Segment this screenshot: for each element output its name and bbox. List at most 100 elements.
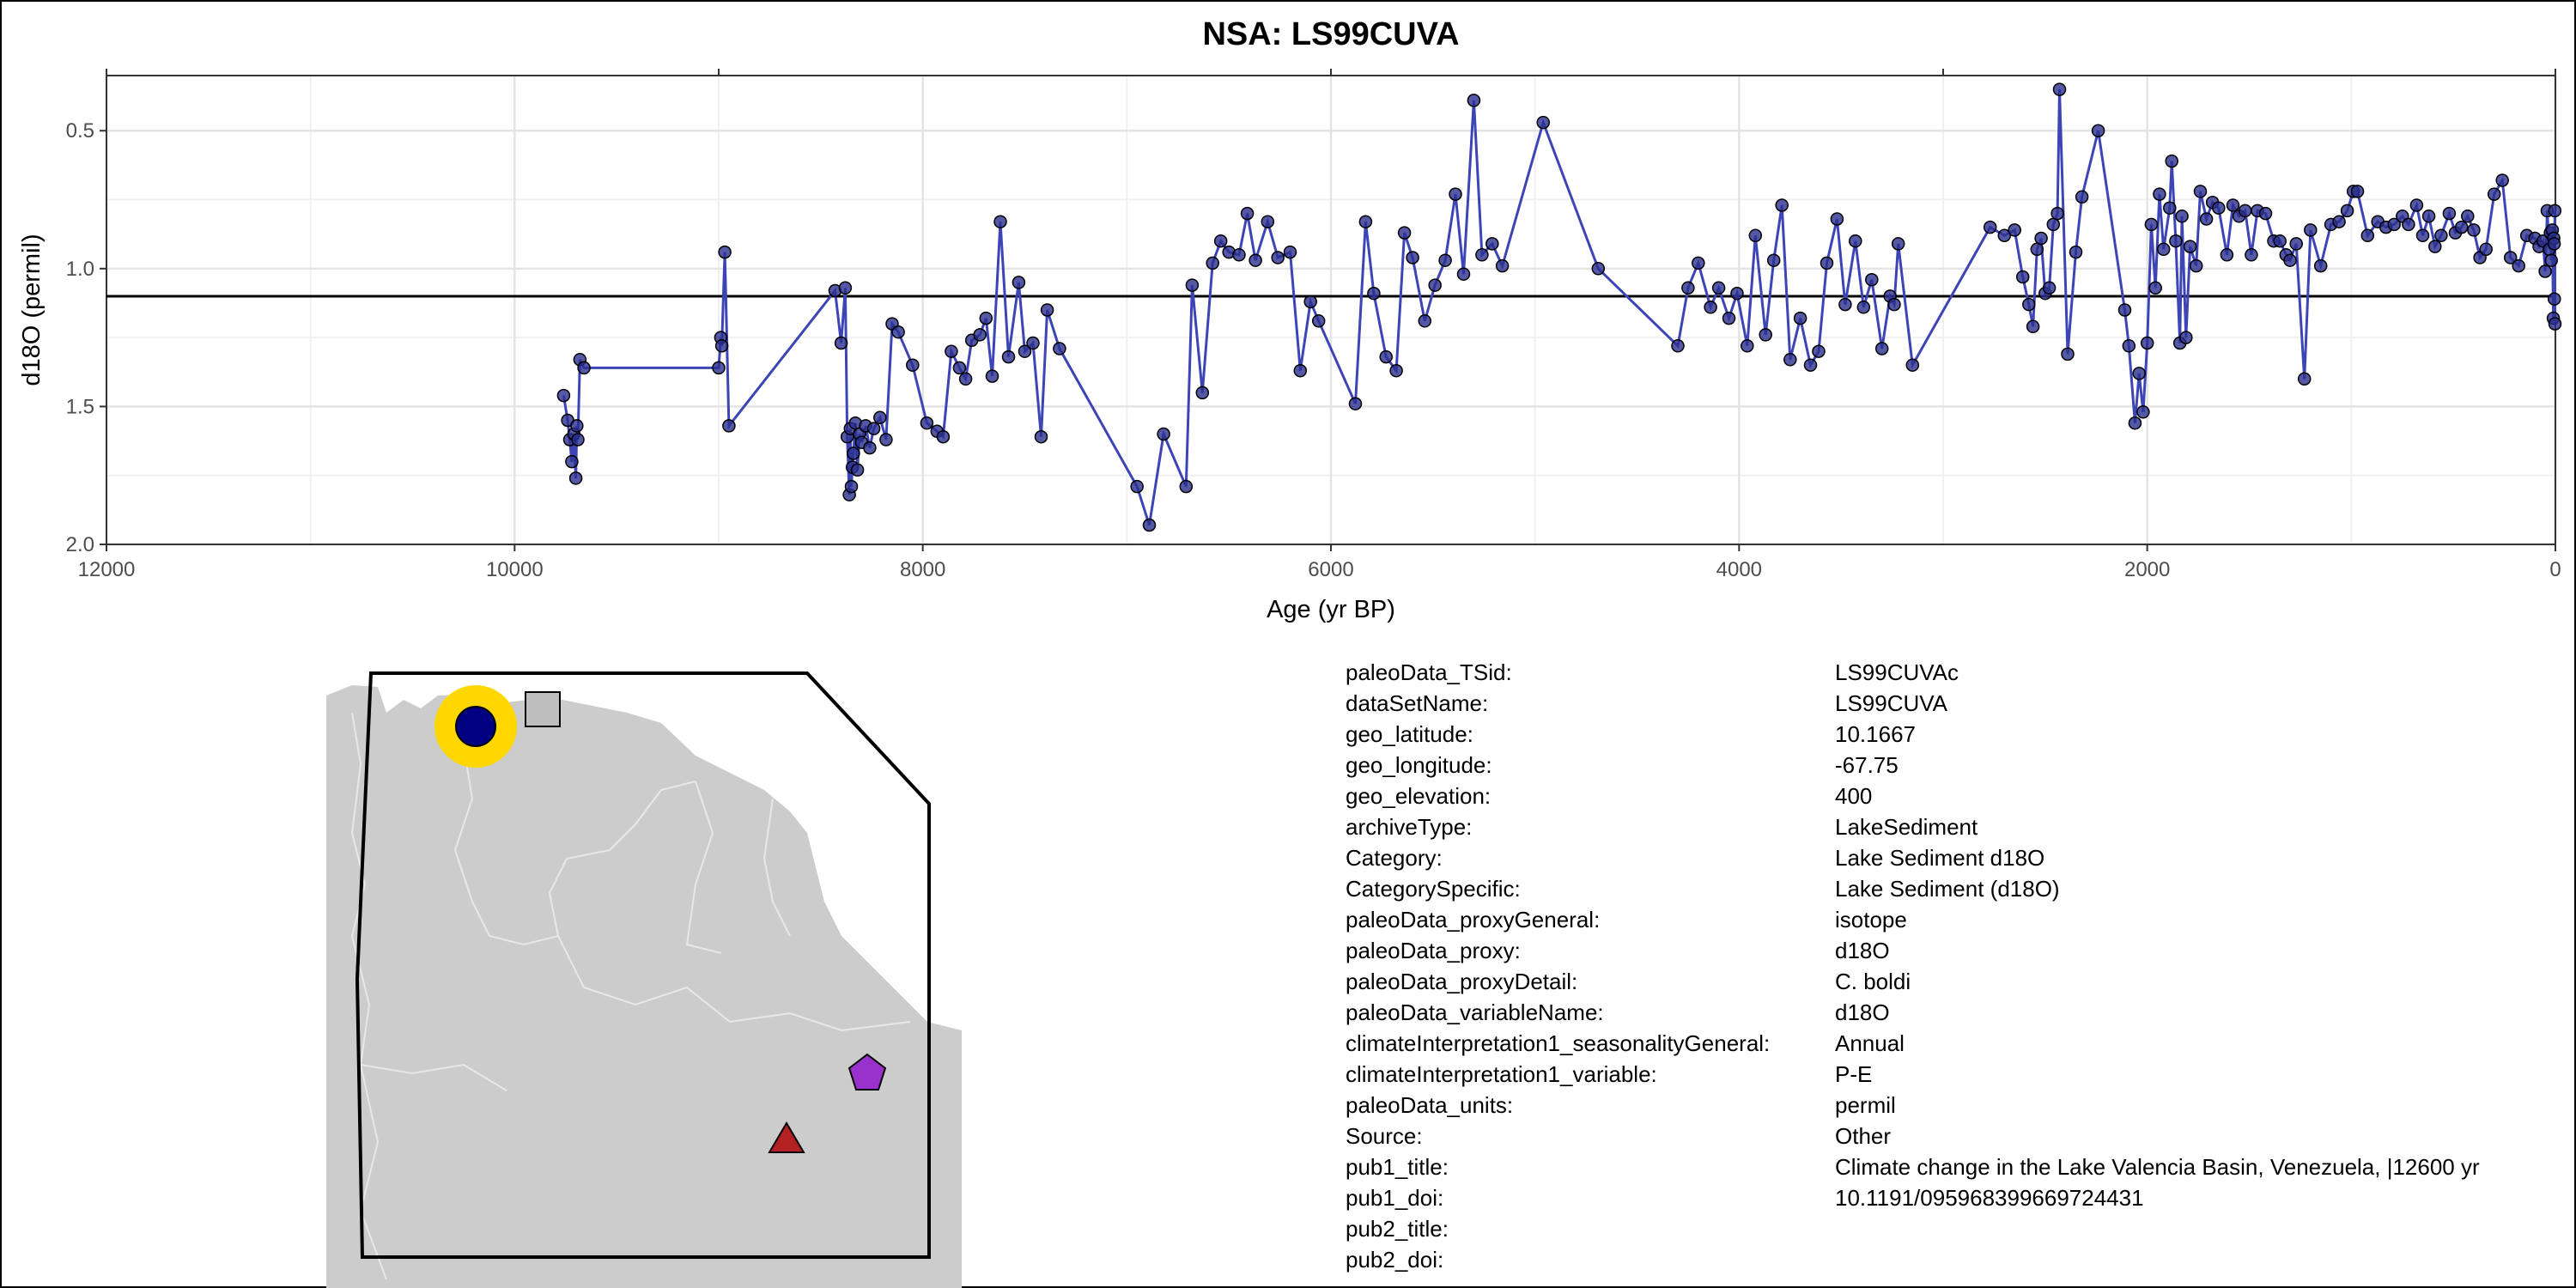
data-point — [2169, 234, 2183, 248]
data-point — [1157, 427, 1170, 441]
metadata-value: P-E — [1835, 1061, 1873, 1087]
data-point — [1053, 342, 1066, 355]
data-point — [1495, 258, 1510, 273]
data-point — [2245, 248, 2258, 262]
metadata-key: pub2_title: — [1346, 1216, 1449, 1242]
data-point — [2467, 223, 2481, 237]
metadata-key: climateInterpretation1_variable: — [1346, 1061, 1657, 1087]
data-point — [2022, 297, 2036, 312]
metadata-value: -67.75 — [1835, 752, 1899, 778]
data-point — [1358, 215, 1373, 228]
data-point — [844, 479, 859, 494]
chart: 12000 10000 8000 6000 4000 2000 00.51.01.52.0 … — [18, 16, 2562, 623]
data-point — [1195, 386, 1210, 400]
data-point — [2046, 217, 2061, 232]
metadata-key: paleoData_proxy: — [1346, 938, 1521, 963]
data-point — [1040, 303, 1054, 317]
data-point — [973, 328, 987, 342]
data-point — [2128, 416, 2142, 430]
data-point — [1389, 363, 1403, 378]
data-point — [847, 447, 860, 460]
data-point — [906, 358, 920, 372]
metadata-key: pub1_doi: — [1346, 1185, 1444, 1211]
data-point — [2175, 210, 2189, 223]
data-point — [1891, 237, 1905, 251]
metadata-value: LS99CUVA — [1835, 690, 1948, 716]
data-point — [1730, 286, 1744, 301]
data-point — [985, 369, 999, 383]
data-point — [1711, 281, 1726, 295]
data-point — [2015, 270, 2030, 284]
data-point — [2544, 253, 2558, 267]
data-point — [1838, 297, 1852, 312]
y-axis-title: d18O (permil) — [18, 234, 46, 386]
data-point — [1775, 198, 1789, 212]
data-point — [1997, 228, 2012, 243]
metadata-value: LS99CUVAc — [1835, 659, 1959, 685]
data-point — [1213, 234, 1228, 248]
site-marker-circle — [455, 706, 496, 747]
data-point — [1456, 267, 1471, 281]
x-tick-label: 0 — [2549, 558, 2561, 581]
data-point — [2350, 185, 2365, 198]
data-point — [556, 388, 571, 403]
data-point — [577, 361, 591, 375]
data-point — [2148, 281, 2162, 295]
data-point — [2153, 187, 2166, 201]
data-point — [873, 410, 887, 425]
data-point — [1874, 342, 1889, 355]
data-point — [1142, 518, 1157, 532]
metadata-value: Lake Sediment (d18O) — [1835, 876, 2060, 902]
data-point — [1741, 339, 1754, 353]
data-point — [1704, 301, 1717, 314]
data-point — [2421, 210, 2436, 223]
data-point — [1887, 297, 1901, 312]
data-point — [838, 281, 853, 295]
data-point — [1001, 349, 1016, 364]
data-point — [2479, 242, 2493, 257]
metadata-value: LakeSediment — [1835, 814, 1978, 840]
data-point — [570, 419, 584, 433]
data-point — [2030, 242, 2044, 257]
data-point — [1748, 228, 1763, 243]
data-point — [2442, 206, 2457, 221]
data-point — [2461, 210, 2475, 223]
data-point — [1849, 234, 1862, 248]
data-point — [2189, 258, 2203, 273]
data-point — [979, 311, 993, 325]
data-point — [1467, 94, 1481, 107]
data-point — [2332, 215, 2346, 228]
data-point — [2289, 237, 2303, 251]
data-point — [1261, 215, 1275, 228]
data-point — [2091, 124, 2105, 137]
data-point — [2428, 240, 2442, 253]
data-point — [1820, 256, 1834, 270]
data-point — [850, 463, 865, 477]
data-point — [2061, 347, 2075, 361]
metadata-value: Other — [1835, 1123, 1892, 1149]
data-point — [2069, 245, 2083, 259]
data-point — [1812, 344, 1826, 358]
metadata-key: Category: — [1346, 845, 1443, 871]
data-point — [945, 344, 958, 358]
metadata-value: d18O — [1835, 999, 1890, 1025]
metadata-key: dataSetName: — [1346, 690, 1489, 716]
data-point — [1591, 262, 1606, 276]
data-point — [993, 215, 1007, 228]
data-point — [2283, 253, 2297, 267]
data-point — [2387, 217, 2401, 232]
data-point — [2548, 204, 2562, 218]
metadata-value: d18O — [1835, 938, 1890, 963]
data-point — [1012, 276, 1026, 289]
metadata-key: geo_longitude: — [1346, 752, 1492, 778]
data-point — [565, 454, 579, 469]
triangle-marker — [768, 1121, 805, 1153]
data-point — [1397, 226, 1412, 240]
data-point — [1283, 245, 1297, 259]
metadata-value: Annual — [1835, 1030, 1905, 1056]
x-axis-title: Age (yr BP) — [1267, 596, 1395, 623]
data-point — [568, 471, 583, 485]
metadata-key: archiveType: — [1346, 814, 1473, 840]
data-point — [1348, 397, 1363, 410]
